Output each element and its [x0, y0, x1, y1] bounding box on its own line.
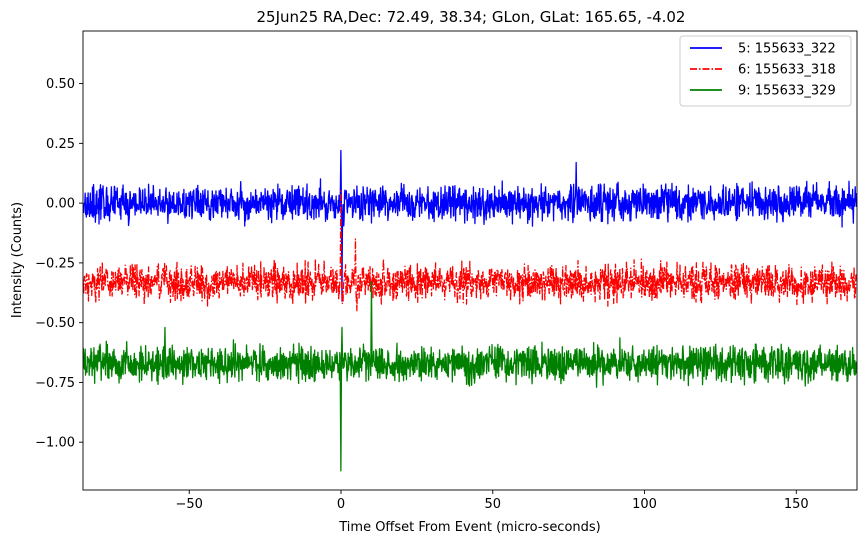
legend-label-2: 6: 155633_318	[738, 63, 836, 78]
series-line-2	[83, 190, 857, 312]
legend-label-3: 9: 155633_329	[738, 84, 836, 99]
legend-label-1: 5: 155633_322	[738, 42, 836, 57]
x-tick-label: 50	[484, 497, 501, 512]
x-axis: −50 0 50 100 150	[176, 490, 809, 512]
y-tick-label: 0.50	[46, 77, 75, 92]
series-line-3	[83, 281, 857, 472]
y-tick-label: −0.50	[35, 316, 75, 331]
x-tick-label: 0	[337, 497, 345, 512]
series-line-1	[83, 149, 857, 302]
series-layer	[83, 149, 857, 472]
plot-frame	[82, 30, 858, 491]
plot-area	[82, 30, 858, 491]
y-axis: 0.50 0.25 0.00 −0.25 −0.50 −0.75 −1.00	[35, 77, 83, 451]
y-tick-label: 0.00	[46, 197, 75, 212]
x-tick-label: 150	[784, 497, 809, 512]
x-tick-label: −50	[176, 497, 203, 512]
y-tick-label: −1.00	[35, 436, 75, 451]
x-tick-label: 100	[632, 497, 657, 512]
legend-frame	[679, 35, 852, 107]
y-axis-label: Intensity (Counts)	[10, 202, 25, 318]
legend: 5: 155633_322 6: 155633_318 9: 155633_329	[679, 35, 852, 107]
y-tick-label: 0.25	[46, 137, 75, 152]
chart-title: 25Jun25 RA,Dec: 72.49, 38.34; GLon, GLat…	[257, 8, 686, 26]
x-axis-label: Time Offset From Event (micro-seconds)	[338, 520, 601, 535]
y-tick-label: −0.25	[35, 256, 75, 271]
y-tick-label: −0.75	[35, 376, 75, 391]
